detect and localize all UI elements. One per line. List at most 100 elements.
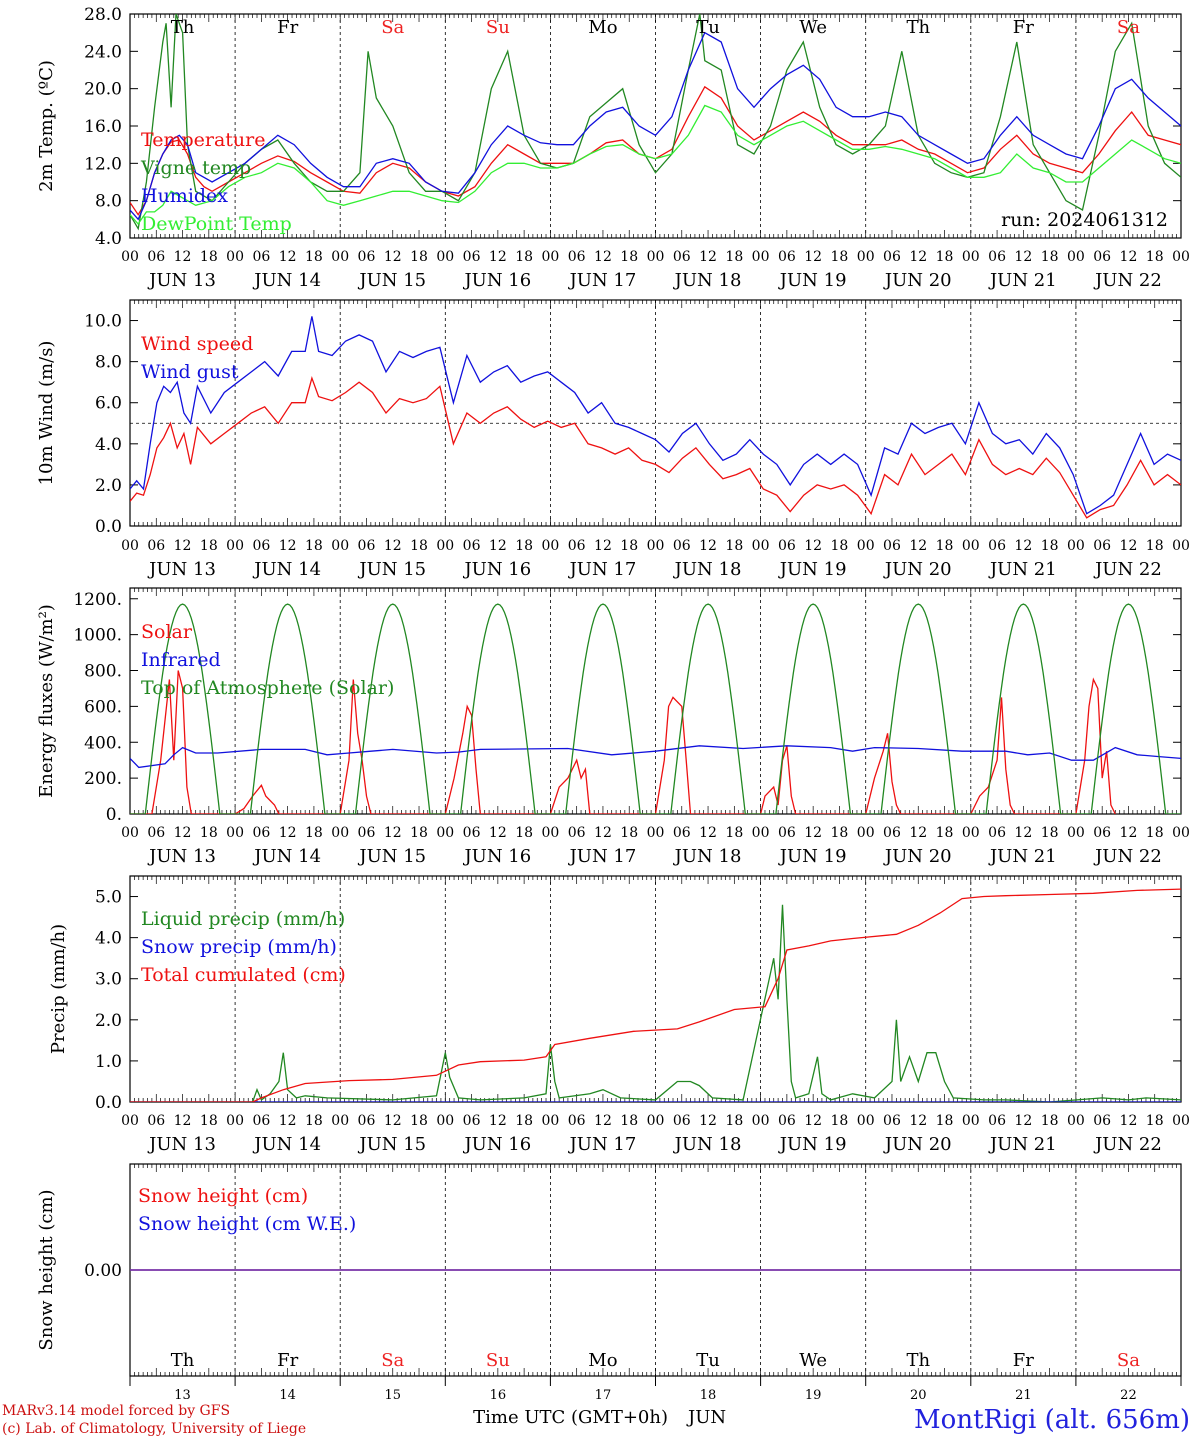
- run-label: run: 2024061312: [1001, 209, 1168, 231]
- y-tick-label: 200.: [84, 769, 122, 789]
- x-date-label: JUN 19: [778, 270, 847, 291]
- day-name-bottom: Sa: [381, 1350, 404, 1371]
- day-name-top: Mo: [588, 17, 617, 38]
- day-name-top: We: [799, 17, 827, 38]
- y-tick-label: 4.0: [95, 929, 122, 949]
- y-tick-label: 4.0: [95, 229, 122, 249]
- x-hour-label: 12: [804, 249, 822, 265]
- y-tick-label: 0.00: [84, 1261, 122, 1281]
- x-hour-label: 18: [515, 825, 533, 841]
- series-group: [130, 316, 1181, 519]
- y-tick-label: 20.0: [84, 80, 122, 100]
- x-date-label: JUN 15: [357, 559, 426, 580]
- x-hour-label: 00: [752, 249, 770, 265]
- legend-entry: Snow precip (mm/h): [141, 936, 337, 958]
- x-hour-label: 12: [1014, 1113, 1032, 1129]
- x-hour-label: 06: [778, 1113, 796, 1129]
- x-hour-label: 06: [673, 538, 691, 554]
- day-name-bottom: We: [799, 1350, 827, 1371]
- x-hour-label: 18: [200, 249, 218, 265]
- series-line-humidex: [130, 31, 1181, 221]
- y-tick-label: 600.: [84, 697, 122, 717]
- x-hour-label: 18: [410, 825, 428, 841]
- x-date-label: JUN 16: [462, 846, 531, 867]
- y-tick-label: 3.0: [95, 970, 122, 990]
- panel-1: 4.0 8.0 12.0 16.0 20.0 24.0 28.0 2m Temp. (ºC) T…: [36, 5, 1190, 291]
- x-hour-label: 18: [1041, 1113, 1059, 1129]
- y-tick-label: 800.: [84, 662, 122, 682]
- x-hour-label: 18: [1041, 538, 1059, 554]
- x-hour-label: 12: [489, 825, 507, 841]
- panel-4: 0.0 1.0 2.0 3.0 4.0 5.0 Precip (mm/h) Liquid pr…: [48, 875, 1190, 1155]
- x-hour-label: 06: [463, 538, 481, 554]
- x-hour-label: 12: [174, 1113, 192, 1129]
- x-hour-label: 18: [725, 1113, 743, 1129]
- x-date-label: JUN 18: [673, 846, 742, 867]
- series-group: [130, 14, 1181, 231]
- legend-entry: Infrared: [141, 649, 221, 671]
- x-hour-label: 00: [331, 249, 349, 265]
- x-hour-label: 00: [857, 249, 875, 265]
- x-hour-label: 12: [1014, 825, 1032, 841]
- x-hour-label: 18: [620, 538, 638, 554]
- x-hour-label: 12: [909, 825, 927, 841]
- x-date-label: JUN 15: [357, 846, 426, 867]
- x-hour-label: 06: [1093, 249, 1111, 265]
- y-axis-label: Snow height (cm): [36, 1189, 57, 1350]
- x-hour-label: 06: [358, 1113, 376, 1129]
- legend-entry: Solar: [141, 621, 193, 643]
- x-hour-label: 00: [647, 1113, 665, 1129]
- x-hour-label: 00: [331, 1113, 349, 1129]
- x-date-label: JUN 20: [883, 846, 952, 867]
- x-hour-label: 12: [489, 249, 507, 265]
- x-hour-label: 18: [725, 249, 743, 265]
- x-hour-label: 12: [489, 538, 507, 554]
- y-tick-label: 6.0: [95, 394, 122, 414]
- x-hour-label: 06: [778, 825, 796, 841]
- x-hour-label: 00: [962, 249, 980, 265]
- x-hour-label: 12: [384, 249, 402, 265]
- x-hour-label: 12: [1120, 249, 1138, 265]
- y-tick-label: 1000.: [73, 626, 122, 646]
- x-hour-label: 06: [568, 825, 586, 841]
- x-hour-label: 06: [988, 1113, 1006, 1129]
- x-hour-label: 06: [988, 825, 1006, 841]
- legend-entry: Total cumulated (cm): [141, 964, 346, 986]
- y-tick-label: 2.0: [95, 1011, 122, 1031]
- x-hour-label: 00: [647, 249, 665, 265]
- x-day-number: 22: [1120, 1388, 1137, 1403]
- x-hour-label: 00: [857, 538, 875, 554]
- x-hour-label: 06: [147, 1113, 165, 1129]
- x-hour-label: 18: [725, 538, 743, 554]
- x-date-label: JUN 17: [568, 559, 637, 580]
- x-hour-label: 06: [463, 825, 481, 841]
- x-hour-label: 06: [147, 538, 165, 554]
- x-hour-label: 18: [410, 1113, 428, 1129]
- day-name-bottom: Sa: [1117, 1350, 1140, 1371]
- x-hour-label: 00: [331, 825, 349, 841]
- x-hour-label: 12: [174, 249, 192, 265]
- x-hour-label: 18: [1041, 825, 1059, 841]
- x-hour-label: 00: [1172, 538, 1190, 554]
- x-hour-label: 18: [1146, 1113, 1164, 1129]
- x-hour-label: 06: [252, 1113, 270, 1129]
- x-hour-label: 06: [778, 538, 796, 554]
- legend-entry: Humidex: [141, 185, 228, 207]
- x-day-number: 21: [1015, 1388, 1032, 1403]
- legend-entry: Wind gust: [141, 361, 239, 383]
- y-tick-label: 8.0: [95, 192, 122, 212]
- legend-entry: DewPoint Temp: [141, 213, 292, 235]
- series-line-total-cumulated-cm-: [130, 888, 1181, 1102]
- x-hour-label: 12: [1120, 825, 1138, 841]
- x-hour-label: 00: [436, 538, 454, 554]
- y-axis-label: Precip (mm/h): [48, 924, 69, 1054]
- x-hour-label: 18: [725, 825, 743, 841]
- series-line-wind-gust: [130, 316, 1181, 515]
- day-name-bottom: Th: [906, 1350, 930, 1371]
- x-hour-label: 00: [752, 1113, 770, 1129]
- y-tick-label: 1.0: [95, 1052, 122, 1072]
- y-tick-label: 10.0: [84, 312, 122, 332]
- x-hour-label: 18: [936, 249, 954, 265]
- x-axis-month: JUN: [686, 1407, 726, 1428]
- day-name-bottom: Fr: [277, 1350, 298, 1371]
